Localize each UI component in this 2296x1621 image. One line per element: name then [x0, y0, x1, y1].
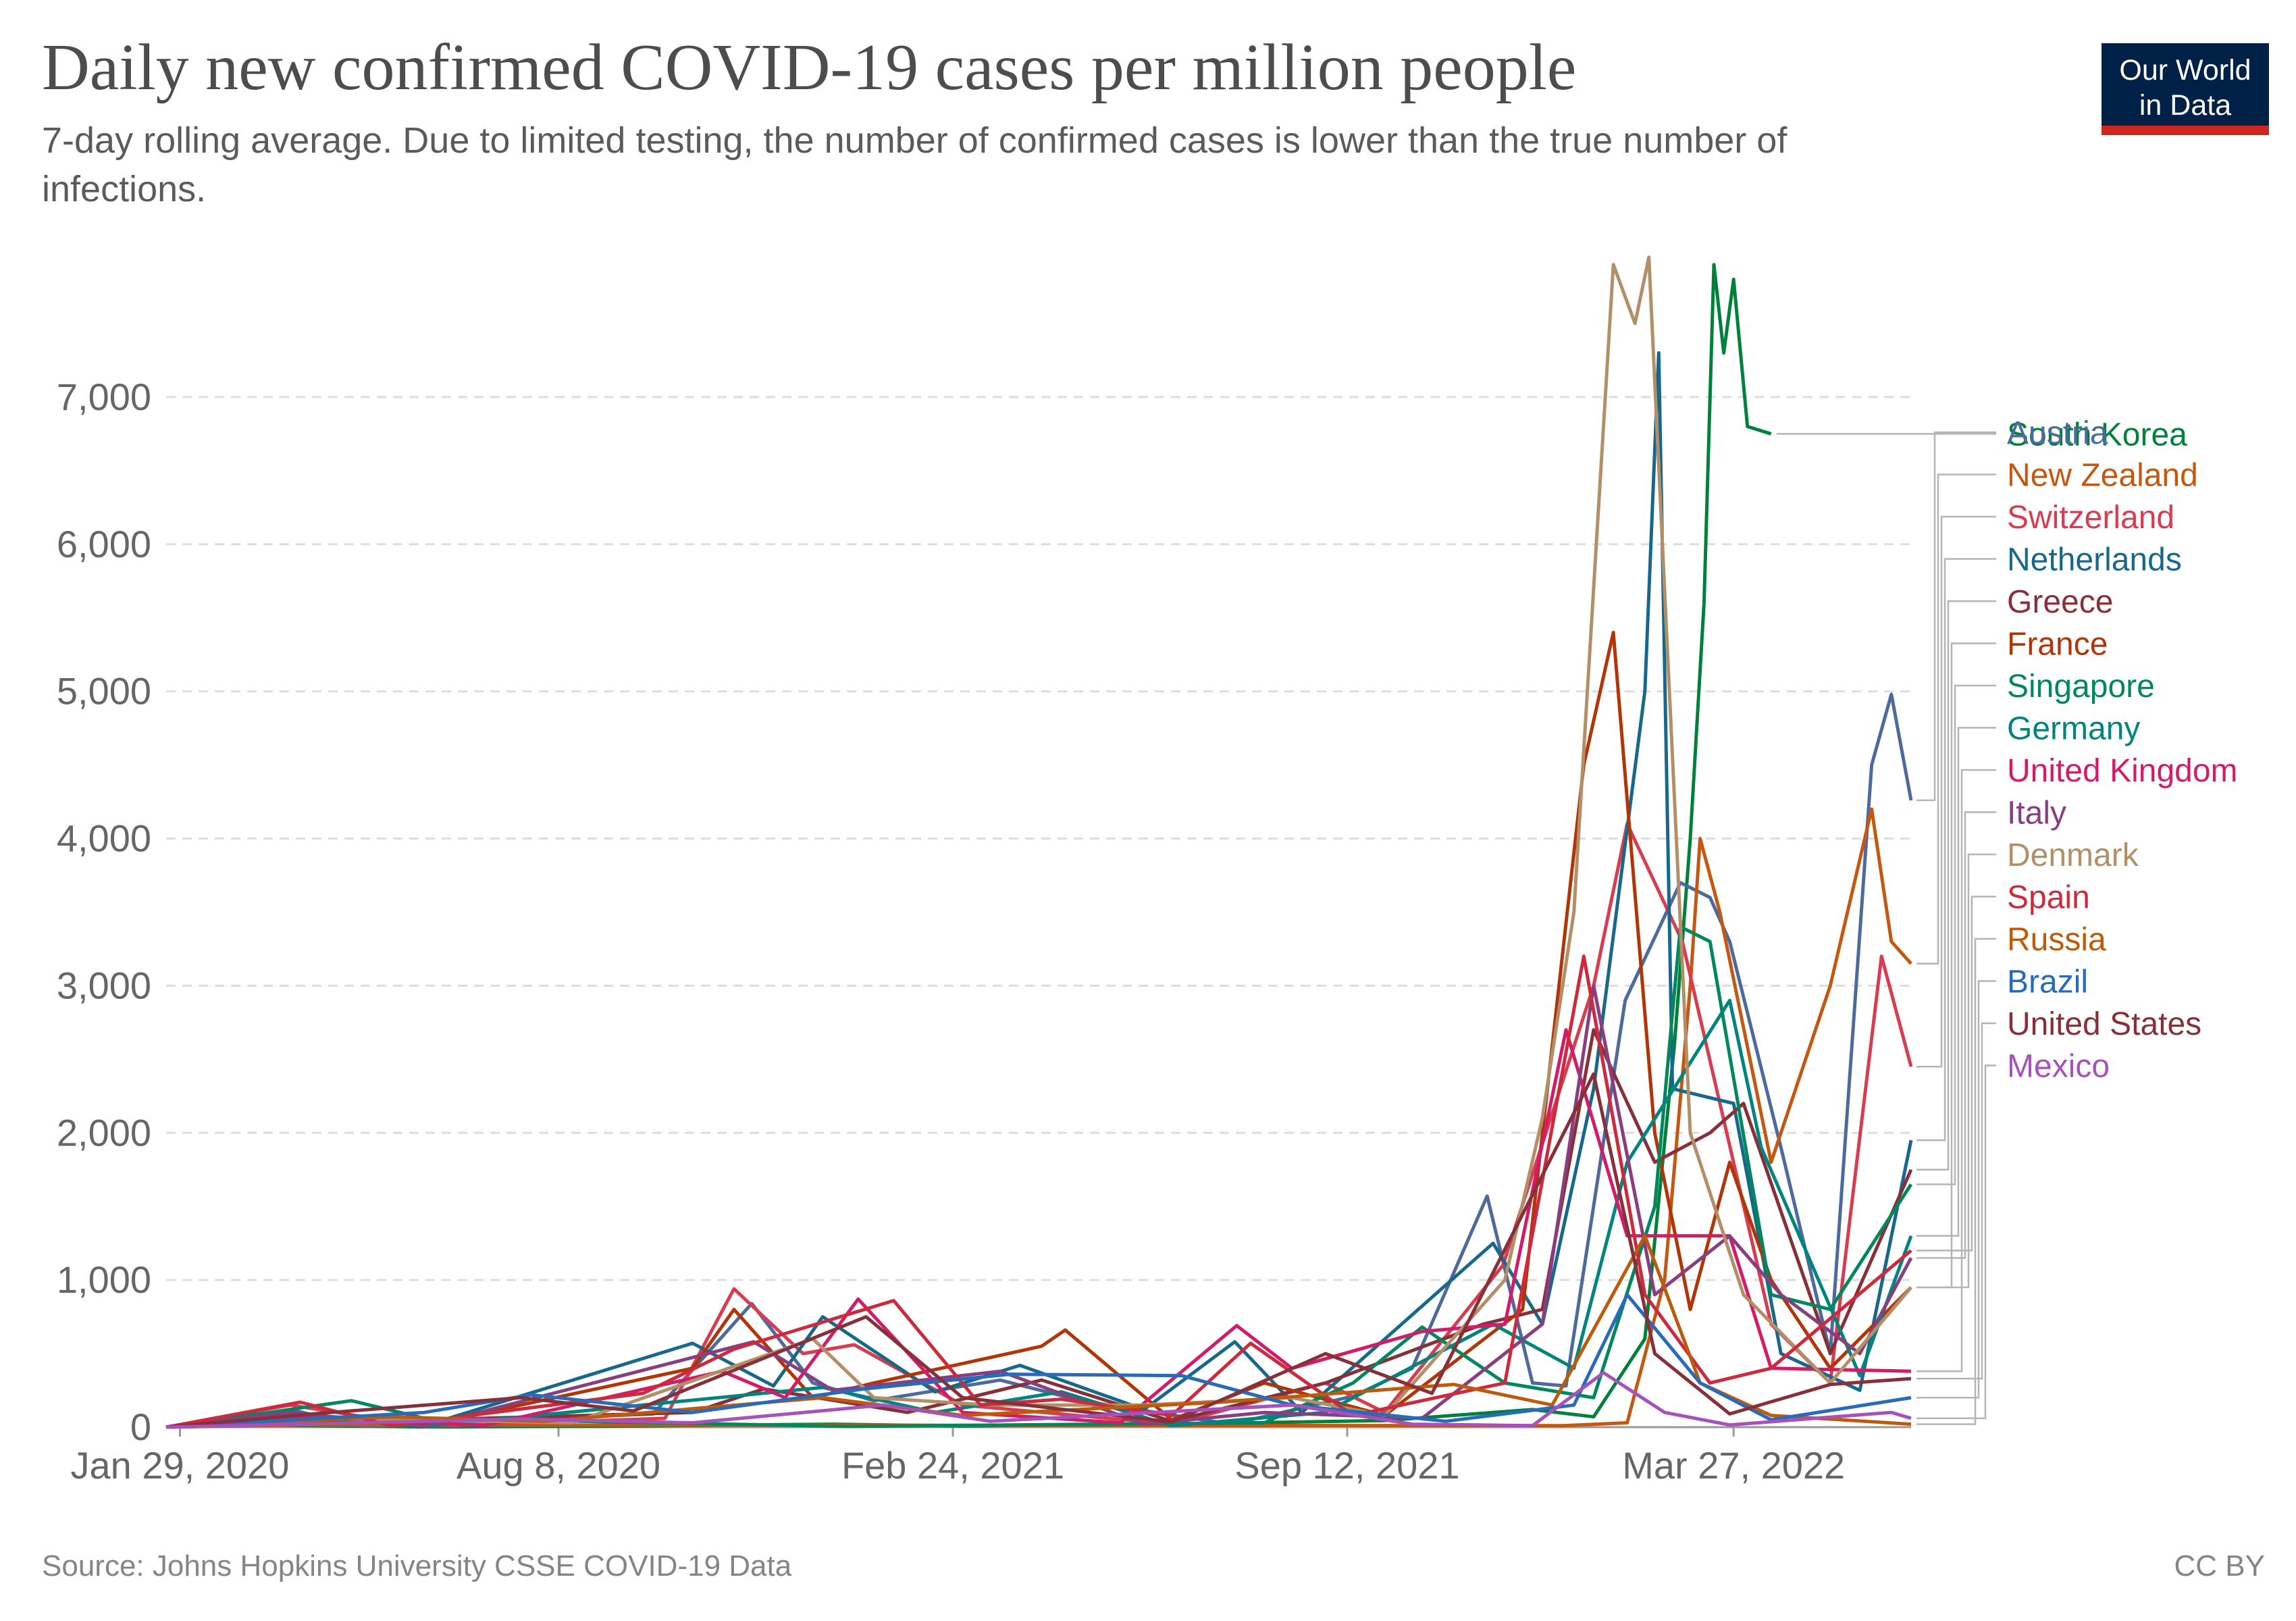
label-connector: [1916, 1064, 1996, 1420]
series-label[interactable]: Singapore: [2007, 669, 2155, 704]
logo-line-2: in Data: [2139, 89, 2232, 122]
y-tick-label: 0: [130, 1406, 151, 1448]
y-axis: 0 1,000 2,000 3,000 4,000 5,000 6,000 7,000: [57, 376, 151, 1448]
x-axis: Jan 29, 2020 Aug 8, 2020 Feb 24, 2021 Sep 1…: [71, 1426, 1911, 1487]
series-label[interactable]: Spain: [2007, 880, 2090, 916]
series-line[interactable]: [165, 1293, 1912, 1429]
y-tick-label: 5,000: [57, 670, 151, 713]
series-line[interactable]: [165, 954, 1912, 1429]
series-line[interactable]: [165, 1028, 1912, 1429]
y-tick-label: 3,000: [57, 964, 151, 1006]
logo-line-1: Our World: [2119, 54, 2251, 86]
license-link[interactable]: CC BY: [2174, 1549, 2265, 1583]
series-label[interactable]: Brazil: [2007, 964, 2088, 1000]
series-label[interactable]: South Korea: [2007, 417, 2187, 453]
series-line[interactable]: [165, 807, 1912, 1429]
series-label[interactable]: Italy: [2007, 796, 2066, 831]
series-label[interactable]: Denmark: [2007, 838, 2139, 873]
x-tick-label: Mar 27, 2022: [1622, 1444, 1845, 1487]
series-line[interactable]: [165, 1072, 1912, 1429]
chart-subtitle: 7-day rolling average. Due to limited te…: [42, 120, 1788, 209]
owid-logo[interactable]: Our World in Data: [2102, 43, 2269, 135]
label-connector: [1916, 937, 1996, 1425]
label-connector: [1916, 515, 1996, 1068]
y-tick-label: 2,000: [57, 1111, 151, 1154]
series-label[interactable]: France: [2007, 627, 2108, 663]
label-connector: [1916, 727, 1996, 1237]
series-label[interactable]: Austria: [2007, 415, 2108, 451]
series-line[interactable]: [165, 1370, 1912, 1429]
chart-title: Daily new confirmed COVID-19 cases per m…: [42, 31, 1577, 104]
label-connector: [1916, 600, 1996, 1170]
series-label[interactable]: United Kingdom: [2007, 753, 2238, 789]
label-connector: [1916, 769, 1996, 1372]
series-label[interactable]: New Zealand: [2007, 458, 2198, 494]
label-connector: [1916, 684, 1996, 1185]
series-label[interactable]: Germany: [2007, 711, 2140, 747]
label-connector: [1916, 896, 1996, 1252]
label-connector: [1916, 980, 1996, 1399]
series-label[interactable]: Netherlands: [2007, 542, 2182, 578]
y-tick-label: 6,000: [57, 523, 151, 565]
label-connector: [1916, 558, 1996, 1141]
label-connector: [1916, 431, 1996, 802]
source-note: Source: Johns Hopkins University CSSE CO…: [42, 1549, 792, 1583]
series-line[interactable]: [165, 983, 1913, 1429]
series-lines[interactable]: [165, 255, 1996, 1429]
series-line[interactable]: [165, 998, 1913, 1429]
x-tick-label: Jan 29, 2020: [71, 1444, 290, 1487]
label-connector: [1916, 473, 1996, 964]
series-label[interactable]: Switzerland: [2007, 500, 2174, 536]
x-tick-label: Feb 24, 2021: [841, 1444, 1064, 1487]
label-connector: [1916, 1022, 1996, 1380]
label-connector: [1916, 642, 1996, 1289]
series-line[interactable]: [165, 925, 1913, 1429]
series-label[interactable]: United States: [2007, 1006, 2201, 1042]
x-tick-label: Sep 12, 2021: [1234, 1444, 1459, 1487]
label-connector: [1916, 853, 1996, 1289]
label-connector: [1916, 811, 1996, 1259]
y-tick-label: 1,000: [57, 1258, 151, 1301]
y-tick-label: 4,000: [57, 817, 151, 860]
y-tick-label: 7,000: [57, 376, 151, 418]
x-tick-label: Aug 8, 2020: [456, 1444, 660, 1487]
series-label[interactable]: Greece: [2007, 584, 2113, 620]
series-label[interactable]: Russia: [2007, 922, 2106, 958]
series-label[interactable]: Mexico: [2007, 1049, 2110, 1085]
